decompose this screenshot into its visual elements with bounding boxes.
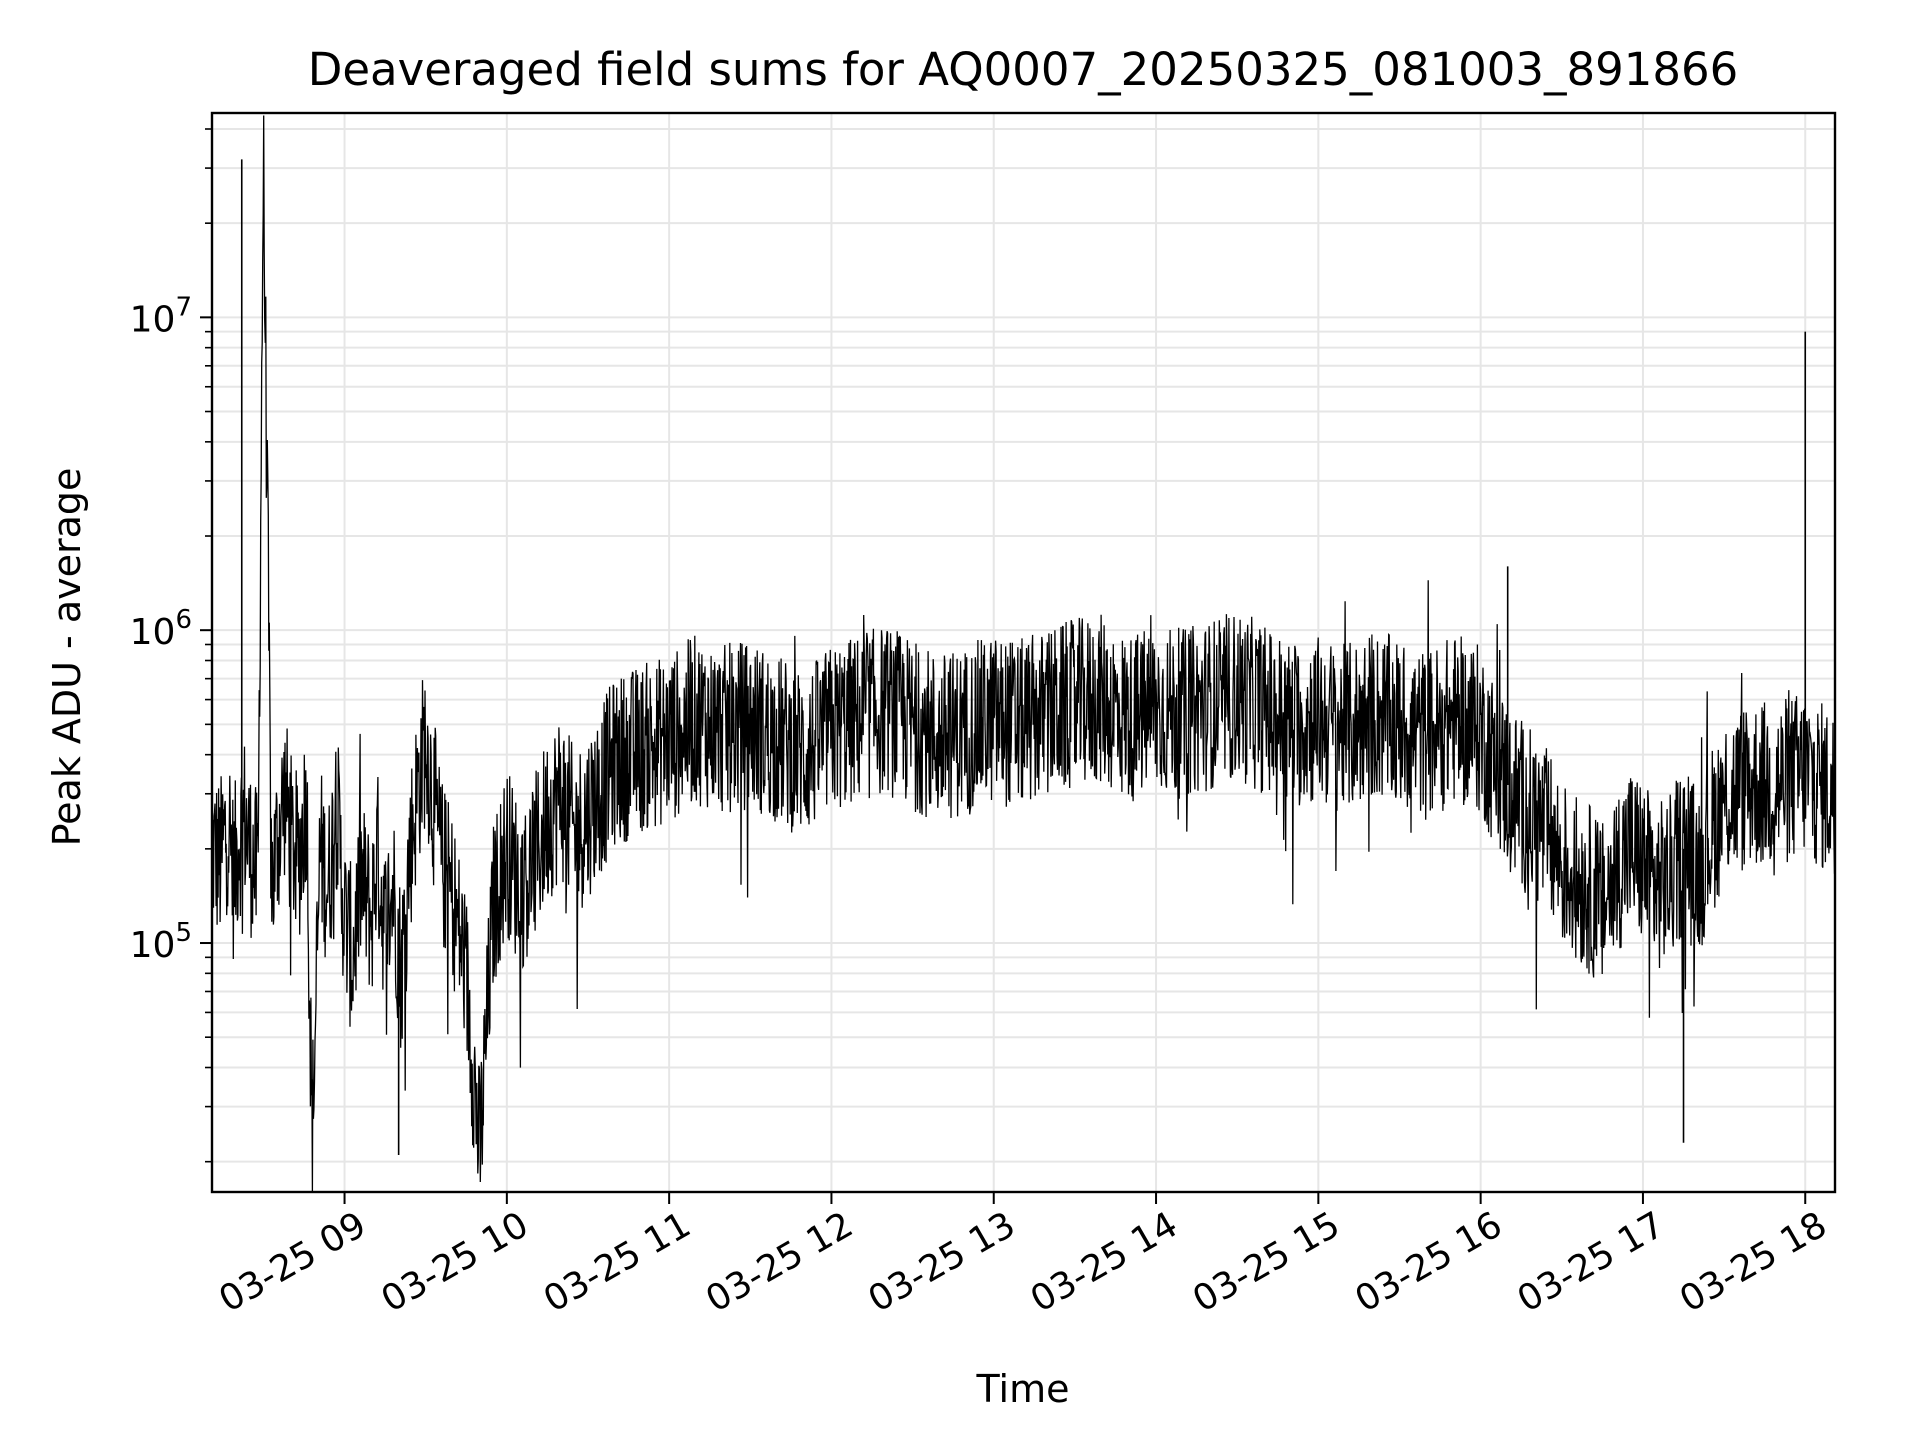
x-axis-label: Time [976, 1367, 1070, 1411]
plot-frame [210, 111, 1837, 1194]
series-line [211, 115, 1836, 1193]
y-tick-label: 105 [130, 918, 192, 966]
y-axis-label: Peak ADU - average [45, 468, 89, 847]
chart-title: Deaveraged field sums for AQ0007_2025032… [308, 43, 1739, 96]
series-layer [211, 115, 1836, 1193]
y-tick-label: 106 [130, 605, 192, 653]
y-axis: 105 106 107 [130, 128, 212, 1163]
y-tick-label: 107 [130, 292, 192, 340]
